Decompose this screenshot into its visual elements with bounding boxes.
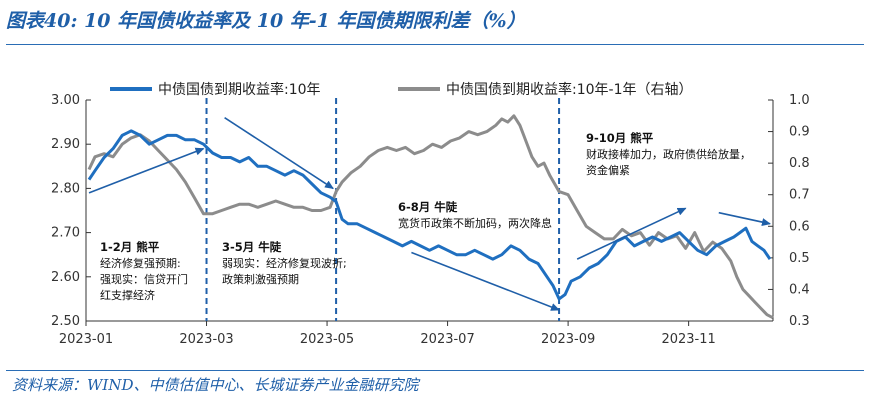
- y-left-tick-label: 2.80: [51, 181, 80, 196]
- x-tick-label: 2023-11: [661, 332, 715, 347]
- x-tick-label: 2023-09: [541, 332, 595, 347]
- y-left-tick-label: 3.00: [51, 93, 80, 108]
- trend-arrow: [576, 207, 687, 260]
- trend-arrow: [88, 147, 205, 194]
- annotation-heading: 3-5月 牛陡: [222, 240, 282, 254]
- y-right-tick-label: 0.5: [789, 251, 810, 266]
- trend-arrows: [88, 117, 771, 311]
- legend-label-1: 中债国债到期收益率:10年: [158, 81, 321, 98]
- legend: 中债国债到期收益率:10年 中债国债到期收益率:10年-1年（右轴）: [110, 81, 693, 98]
- axes: 3.00 2.90 2.80 2.70 2.60 2.50 1.0 0.9 0.8 0.7 0.6 0…: [51, 93, 810, 347]
- y-right-tick-label: 0.8: [789, 156, 810, 171]
- y-left-tick-label: 2.50: [51, 314, 80, 329]
- annotation-line: 财政接棒加力，政府债供给放量，: [586, 147, 751, 161]
- annotation-line: 红支撑经济: [100, 288, 155, 302]
- y-right-tick-label: 0.6: [789, 219, 810, 234]
- y-right-tick-label: 0.7: [789, 188, 810, 203]
- x-tick-label: 2023-01: [59, 332, 113, 347]
- x-tick-label: 2023-05: [300, 332, 354, 347]
- title-divider: [6, 44, 864, 45]
- annotation-line: 强现实：信贷开门: [100, 272, 188, 286]
- annotation-line: 经济修复强预期:: [100, 256, 181, 270]
- annotation-heading: 6-8月 牛陡: [398, 200, 458, 214]
- y-right-tick-label: 1.0: [789, 93, 810, 108]
- footer-divider: [6, 370, 864, 371]
- x-tick-label: 2023-07: [420, 332, 474, 347]
- period-dividers: [205, 98, 561, 321]
- source-note: 资料来源：WIND、中债估值中心、长城证券产业金融研究院: [12, 376, 419, 394]
- figure-title: 图表40: 10 年国债收益率及 10 年-1 年国债期限利差（%）: [6, 10, 526, 32]
- annotation-line: 政策刺激强预期: [222, 272, 299, 286]
- y-right-tick-label: 0.9: [789, 125, 810, 140]
- series-lines: [87, 114, 774, 320]
- x-tick-label: 2023-03: [179, 332, 233, 347]
- y-right-tick-label: 0.3: [789, 314, 810, 329]
- annotation-line: 弱现实：经济修复现波折;: [222, 256, 347, 270]
- trend-arrow: [411, 251, 560, 311]
- y-left-tick-label: 2.60: [51, 270, 80, 285]
- annotation-heading: 1-2月 熊平: [100, 240, 160, 254]
- annotation-line: 宽货币政策不断加码，两次降息: [398, 216, 552, 230]
- legend-label-2: 中债国债到期收益率:10年-1年（右轴）: [446, 81, 693, 98]
- y-left-tick-label: 2.90: [51, 137, 80, 152]
- trend-arrow: [224, 117, 334, 190]
- annotation-heading: 9-10月 熊平: [586, 131, 654, 145]
- y-left-tick-label: 2.70: [51, 226, 80, 241]
- trend-arrow: [718, 211, 771, 226]
- annotation-line: 资金偏紧: [586, 163, 630, 177]
- yield-10y-line: [87, 129, 772, 301]
- y-right-tick-label: 0.4: [789, 282, 810, 297]
